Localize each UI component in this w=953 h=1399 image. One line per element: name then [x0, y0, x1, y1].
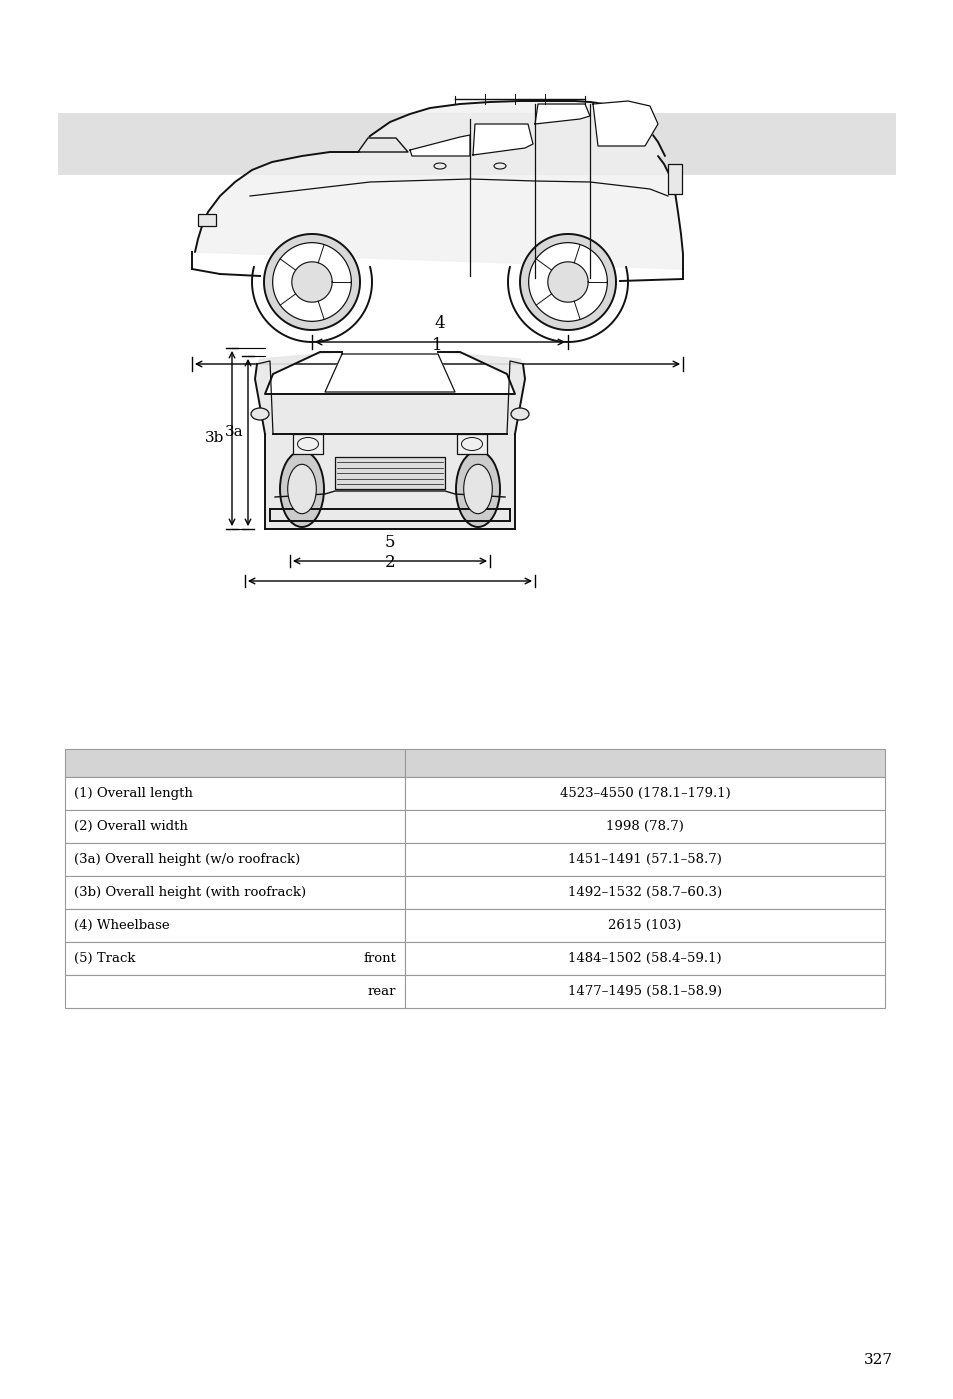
Text: 1477–1495 (58.1–58.9): 1477–1495 (58.1–58.9) — [568, 985, 721, 997]
Text: 5: 5 — [384, 534, 395, 551]
Text: 327: 327 — [862, 1353, 892, 1367]
Bar — [405, 748, 884, 776]
Bar — [456, 434, 486, 455]
Bar — [65, 776, 405, 810]
Bar — [405, 942, 884, 975]
Text: rear: rear — [368, 985, 395, 997]
Bar — [335, 457, 444, 490]
Bar — [58, 113, 895, 175]
Text: (5) Track: (5) Track — [74, 951, 135, 965]
Ellipse shape — [280, 450, 324, 527]
Text: 4523–4550 (178.1–179.1): 4523–4550 (178.1–179.1) — [559, 788, 730, 800]
Polygon shape — [325, 354, 455, 392]
Text: front: front — [363, 951, 395, 965]
Text: (4) Wheelbase: (4) Wheelbase — [74, 919, 170, 932]
Polygon shape — [519, 234, 616, 330]
Text: (3b) Overall height (with roofrack): (3b) Overall height (with roofrack) — [74, 886, 306, 900]
Text: 4: 4 — [435, 315, 445, 332]
Text: 1998 (78.7): 1998 (78.7) — [605, 820, 683, 832]
Text: 2: 2 — [384, 554, 395, 571]
Bar — [65, 810, 405, 844]
Polygon shape — [254, 353, 524, 529]
Bar — [293, 434, 323, 455]
Text: 1484–1502 (58.4–59.1): 1484–1502 (58.4–59.1) — [568, 951, 721, 965]
Bar — [405, 909, 884, 942]
Polygon shape — [547, 262, 588, 302]
Text: 3a: 3a — [225, 425, 244, 439]
Ellipse shape — [251, 409, 269, 420]
Bar — [405, 810, 884, 844]
Polygon shape — [473, 125, 533, 155]
Polygon shape — [410, 134, 470, 157]
Ellipse shape — [463, 464, 492, 513]
Ellipse shape — [456, 450, 499, 527]
Text: (3a) Overall height (w/o roofrack): (3a) Overall height (w/o roofrack) — [74, 853, 300, 866]
Bar — [667, 164, 681, 194]
Text: 1492–1532 (58.7–60.3): 1492–1532 (58.7–60.3) — [567, 886, 721, 900]
Ellipse shape — [288, 464, 316, 513]
Polygon shape — [292, 262, 332, 302]
Bar — [405, 975, 884, 1009]
Bar — [65, 748, 405, 776]
Bar — [405, 844, 884, 876]
Polygon shape — [273, 242, 351, 322]
Bar — [65, 942, 405, 975]
Text: 1451–1491 (57.1–58.7): 1451–1491 (57.1–58.7) — [568, 853, 721, 866]
Bar — [65, 876, 405, 909]
Text: (1) Overall length: (1) Overall length — [74, 788, 193, 800]
Ellipse shape — [511, 409, 529, 420]
Bar — [198, 214, 215, 227]
Bar — [405, 876, 884, 909]
Polygon shape — [264, 234, 359, 330]
Text: 1: 1 — [432, 337, 442, 354]
Polygon shape — [194, 101, 682, 269]
Bar — [405, 776, 884, 810]
Polygon shape — [535, 104, 589, 125]
Text: (2) Overall width: (2) Overall width — [74, 820, 188, 832]
Bar — [65, 844, 405, 876]
Polygon shape — [357, 139, 408, 152]
Polygon shape — [593, 101, 658, 145]
Text: 3b: 3b — [204, 431, 224, 445]
Bar — [65, 975, 405, 1009]
Text: 2615 (103): 2615 (103) — [608, 919, 681, 932]
Polygon shape — [528, 242, 607, 322]
Bar — [65, 909, 405, 942]
